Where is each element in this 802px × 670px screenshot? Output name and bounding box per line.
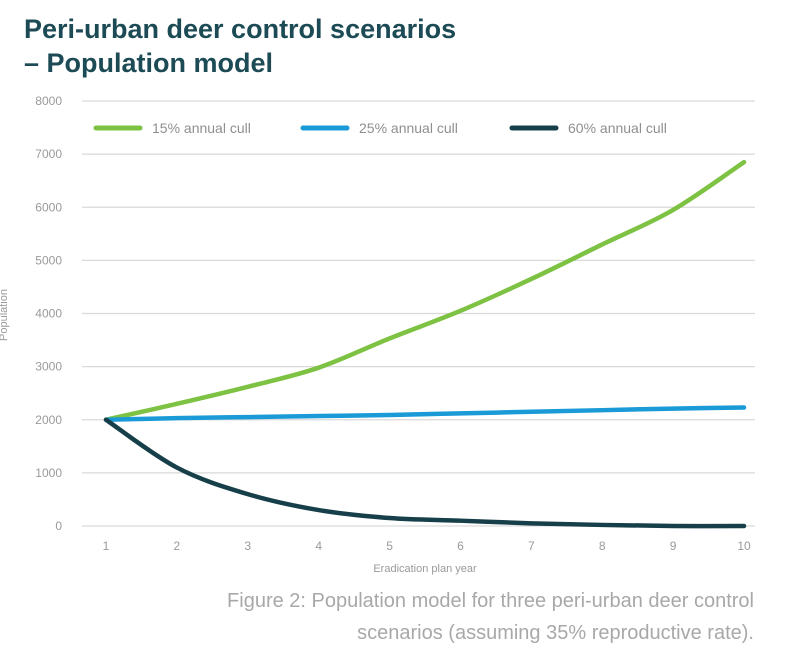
series-line-3 <box>103 417 747 529</box>
y-tick-label: 7000 <box>35 147 62 161</box>
legend: 15% annual cull 25% annual cull 60% annual… <box>93 120 667 136</box>
legend-label-1: 15% annual cull <box>152 120 251 136</box>
y-tick-label: 5000 <box>35 253 62 267</box>
y-axis-label: Population <box>0 289 10 341</box>
x-tick-label: 5 <box>386 539 393 553</box>
chart-title-line-2: – Population model <box>24 48 274 78</box>
line-chart: 0 1000 2000 3000 4000 5000 6000 7000 8000 1 2 3 4 5 6… <box>0 94 755 575</box>
figure-caption-line-1: Figure 2: Population model for three per… <box>227 590 754 612</box>
x-tick-label: 9 <box>670 539 677 553</box>
y-tick-label: 2000 <box>35 413 62 427</box>
series-line-2 <box>103 405 747 422</box>
chart-title: Peri-urban deer control scenarios – Popu… <box>24 12 456 80</box>
figure-caption: Figure 2: Population model for three per… <box>227 585 754 649</box>
x-axis-label: Eradication plan year <box>373 563 477 575</box>
series-lines <box>103 159 747 529</box>
x-tick-label: 6 <box>457 539 464 553</box>
y-tick-label: 8000 <box>35 94 62 108</box>
legend-label-2: 25% annual cull <box>359 120 458 136</box>
x-tick-label: 1 <box>103 539 110 553</box>
y-tick-label: 4000 <box>35 307 62 321</box>
y-tick-label: 3000 <box>35 360 62 374</box>
x-tick-label: 8 <box>599 539 606 553</box>
x-tick-label: 4 <box>315 539 322 553</box>
x-axis-ticks: 1 2 3 4 5 6 7 8 9 10 <box>103 539 751 553</box>
x-tick-label: 7 <box>528 539 535 553</box>
chart-title-line-1: Peri-urban deer control scenarios <box>24 14 457 44</box>
grid-lines <box>82 100 755 527</box>
x-tick-label: 3 <box>244 539 251 553</box>
x-tick-label: 2 <box>174 539 181 553</box>
y-tick-label: 0 <box>55 519 62 533</box>
y-tick-label: 1000 <box>35 466 62 480</box>
y-axis-ticks: 0 1000 2000 3000 4000 5000 6000 7000 8000 <box>35 94 62 533</box>
x-tick-label: 10 <box>737 539 751 553</box>
y-tick-label: 6000 <box>35 200 62 214</box>
legend-label-3: 60% annual cull <box>568 120 667 136</box>
series-line-1 <box>103 159 747 422</box>
figure-caption-line-2: scenarios (assuming 35% reproductive rat… <box>357 622 754 644</box>
